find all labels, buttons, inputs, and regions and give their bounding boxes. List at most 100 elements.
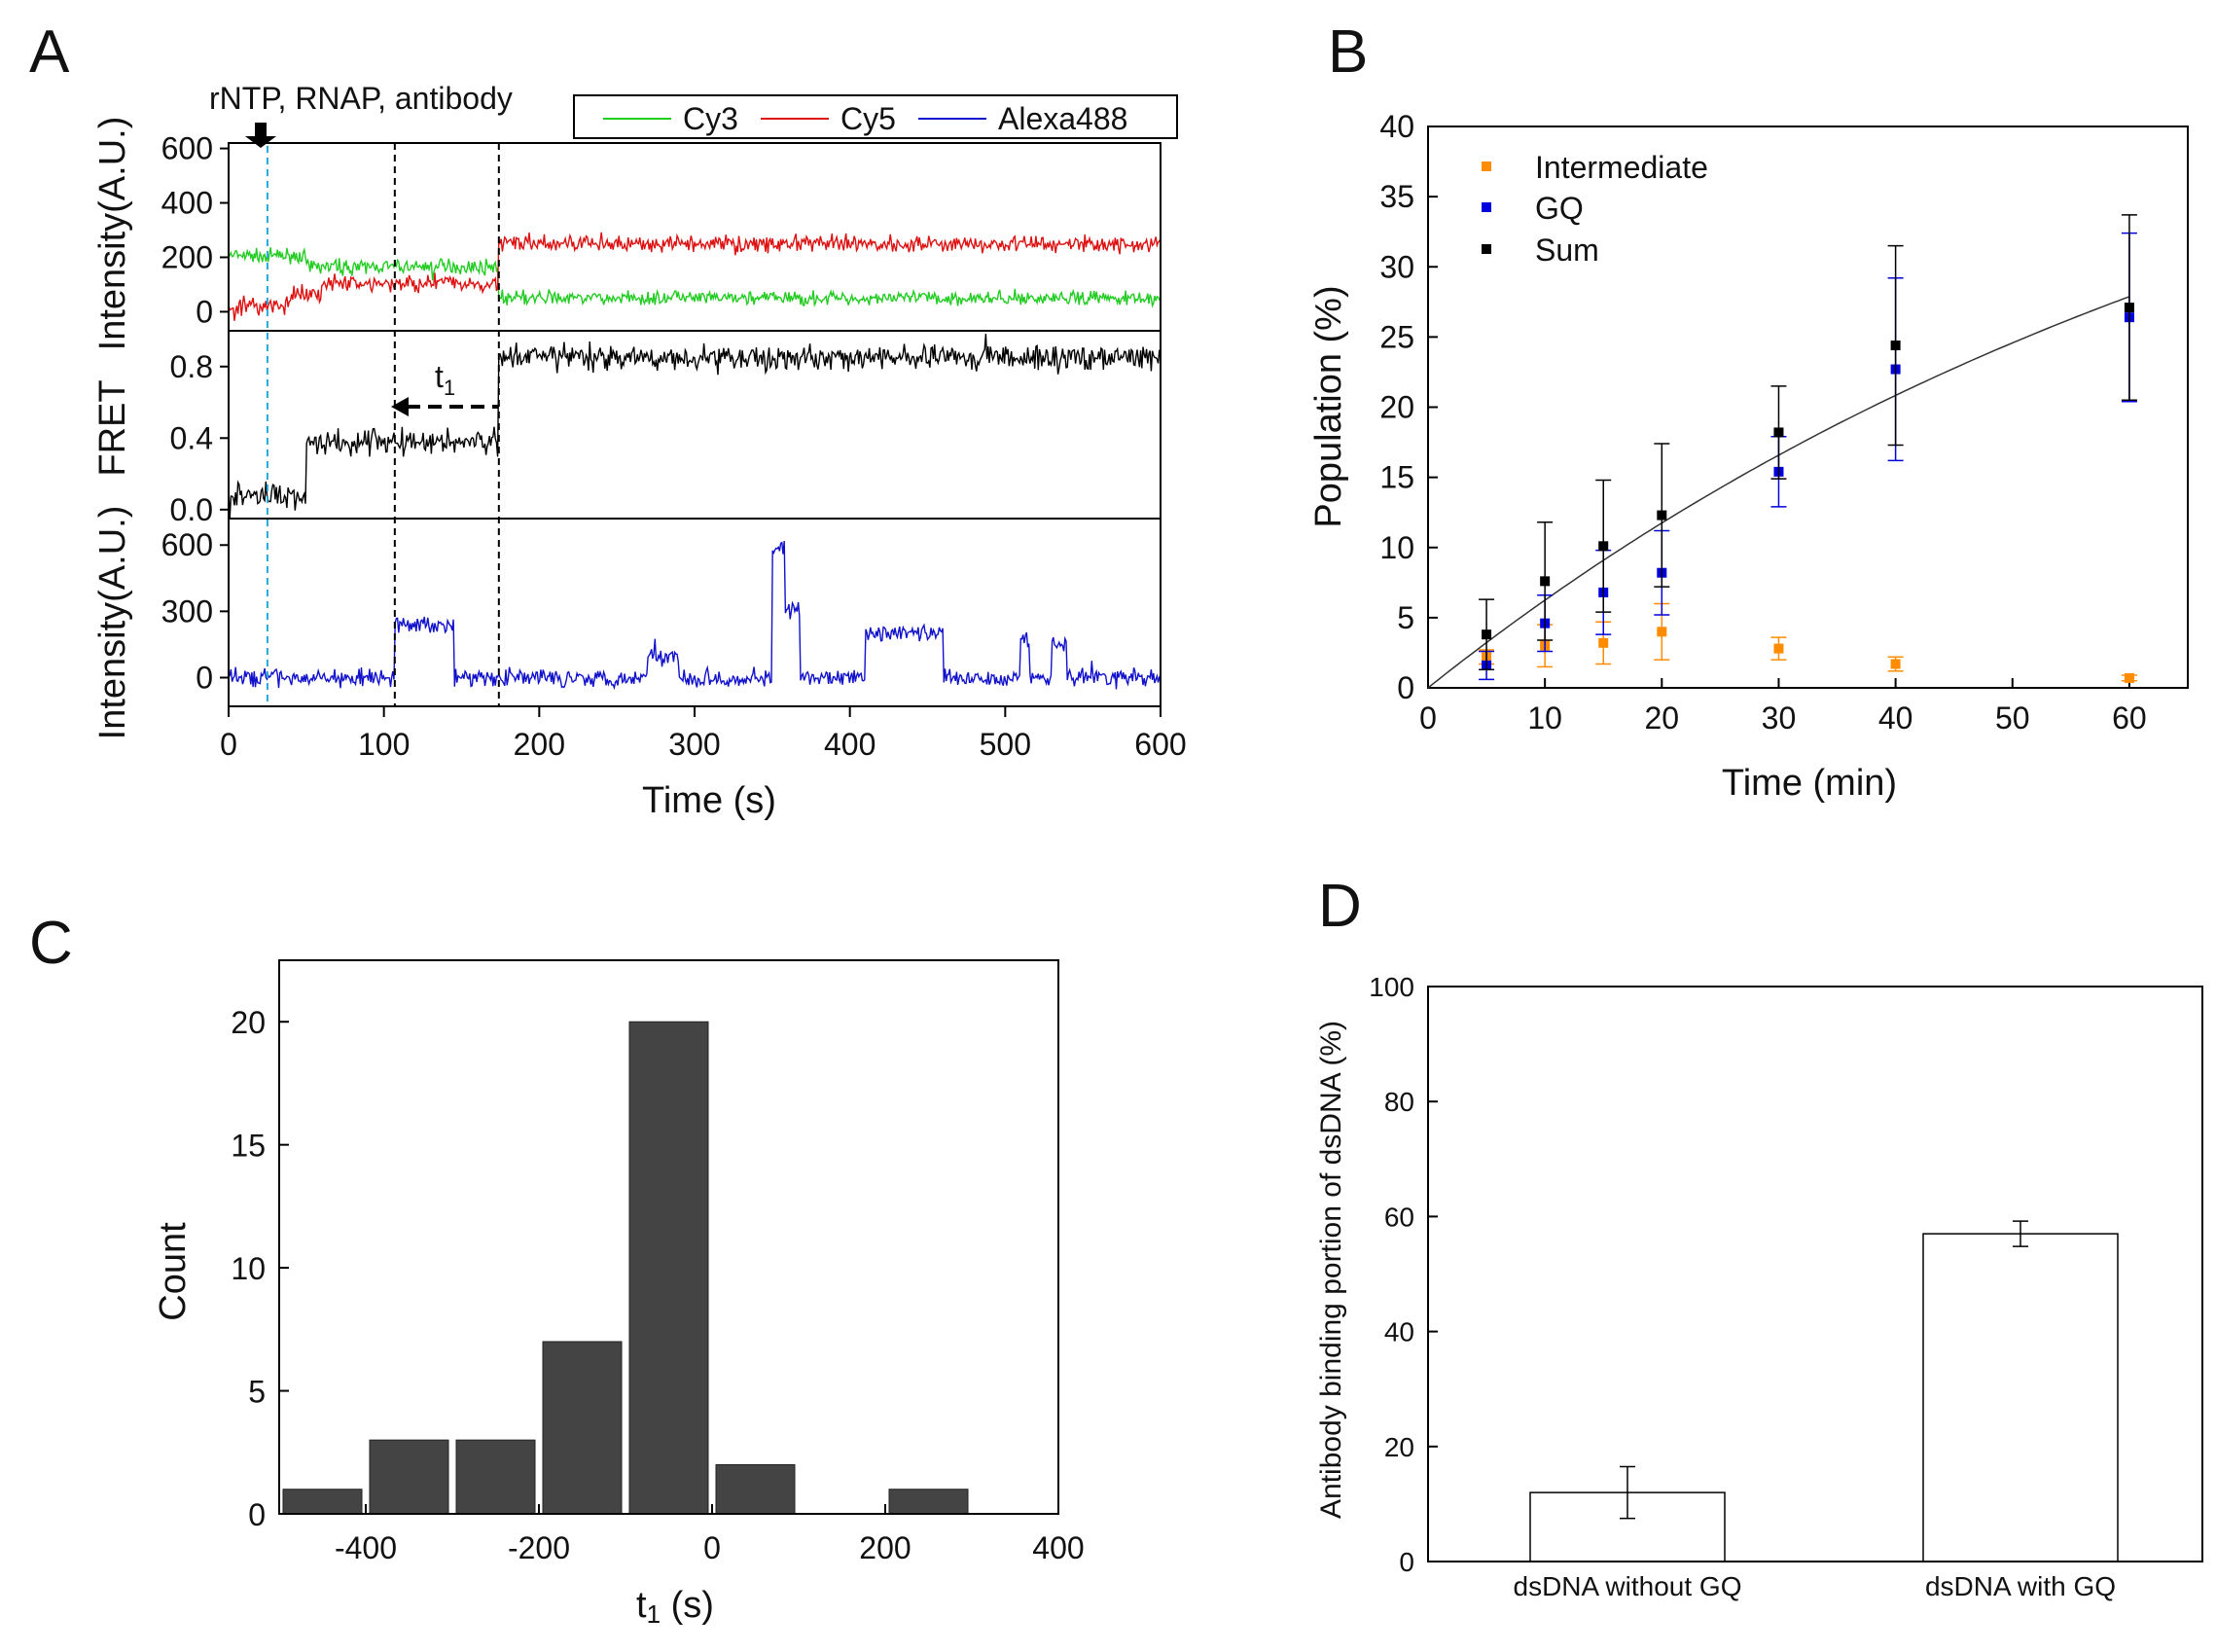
x-tick-label: 300	[668, 727, 720, 762]
panel-a-xlabel: Time (s)	[642, 780, 776, 821]
y-tick-label: 0.4	[170, 420, 213, 455]
interval-label-t: t1	[435, 359, 455, 400]
legend-alexa488: Alexa488	[998, 101, 1127, 136]
x-tick-label: 20	[1645, 700, 1680, 736]
panel-d-ylabel: Antibody binding portion of dsDNA (%)	[1315, 1021, 1347, 1519]
x-tick-label: -200	[508, 1530, 570, 1565]
panel-b-ylabel: Population (%)	[1308, 285, 1349, 527]
y-tick-label: 600	[161, 131, 213, 166]
legend-gq: GQ	[1535, 191, 1584, 226]
trace-cy5	[228, 232, 1162, 321]
x-tick-label: 0	[703, 1530, 721, 1565]
point-intermediate	[1657, 627, 1667, 637]
y-tick-label: 5	[248, 1375, 266, 1410]
point-intermediate	[2124, 672, 2134, 683]
legend-sum: Sum	[1535, 233, 1599, 268]
panel-letter-a: A	[29, 18, 70, 86]
y-tick-label: 15	[1379, 460, 1414, 495]
y-tick-label: 200	[161, 239, 213, 274]
x-tick-label: 60	[2112, 700, 2147, 736]
histogram-bar	[628, 1021, 709, 1515]
y-tick-label: 100	[1369, 972, 1414, 1002]
y-tick-label: 25	[1379, 319, 1414, 354]
y-tick-label: 40	[1379, 109, 1414, 144]
x-tick-label: 0	[1419, 700, 1437, 736]
interval-t1-arrow: t1	[391, 359, 498, 416]
y-tick-label: 300	[161, 593, 213, 628]
legend-cy3: Cy3	[683, 101, 738, 136]
trace-alexa488	[228, 540, 1162, 691]
y-tick-label: 30	[1379, 249, 1414, 284]
legend-cy5: Cy5	[840, 101, 896, 136]
panel-c-xlabel: t1 (s)	[636, 1585, 714, 1629]
y-tick-label: 0	[248, 1497, 266, 1532]
x-tick-label: 400	[824, 727, 876, 762]
trace-cy3	[228, 246, 1162, 308]
point-sum	[2124, 303, 2134, 313]
panel-a-ylabel-bottom: Intensity(A.U.)	[92, 506, 133, 740]
x-tick-label: 200	[514, 727, 565, 762]
panel-a-ylabel-fret: FRET	[92, 379, 133, 476]
panel-c-frame	[278, 959, 1059, 1515]
injection-arrow-icon	[245, 123, 276, 148]
panel-c-chart: -400 -200 0 200 400 0 5 10 15 20 Count t1 (s)	[153, 959, 1085, 1629]
y-tick-label: 600	[161, 527, 213, 562]
legend-marker-gq	[1482, 202, 1491, 212]
histogram-bar	[282, 1489, 363, 1515]
y-tick-label: 80	[1384, 1087, 1414, 1117]
legend-marker-sum	[1482, 244, 1491, 254]
point-sum	[1540, 576, 1551, 587]
panel-b-chart: 0 10 20 30 40 50 60 0 5 10 15 20 25 30 35 40 Intermedia…	[1308, 109, 2189, 804]
panel-letter-b: B	[1328, 18, 1368, 86]
panel-letter-d: D	[1318, 873, 1362, 940]
panel-d-frame	[1427, 986, 2203, 1562]
y-tick-label: 10	[231, 1251, 266, 1286]
x-tick-label: 0	[220, 727, 237, 762]
y-tick-label: 10	[1379, 530, 1414, 565]
y-tick-label: 20	[1384, 1432, 1414, 1462]
point-sum	[1657, 510, 1667, 521]
x-tick-label: 10	[1527, 700, 1562, 736]
legend-intermediate: Intermediate	[1535, 150, 1708, 185]
panel-a-annotation: rNTP, RNAP, antibody	[209, 81, 513, 116]
y-tick-label: 40	[1384, 1317, 1414, 1347]
x-tick-label: 400	[1032, 1530, 1084, 1565]
x-tick-label: 500	[980, 727, 1031, 762]
panel-c-ylabel: Count	[153, 1222, 194, 1321]
y-tick-label: 35	[1379, 179, 1414, 214]
category-label: dsDNA with GQ	[1925, 1571, 2116, 1601]
point-sum	[1890, 341, 1901, 351]
histogram-bar	[369, 1439, 449, 1515]
x-tick-label: 40	[1878, 700, 1913, 736]
trace-fret	[228, 334, 1162, 520]
y-tick-label: 15	[231, 1129, 266, 1164]
category-label: dsDNA without GQ	[1514, 1571, 1742, 1601]
point-sum	[1773, 427, 1784, 438]
y-tick-label: 20	[231, 1005, 266, 1040]
bar	[1922, 1233, 2119, 1562]
panel-b-legend: Intermediate GQ Sum	[1482, 150, 1708, 268]
y-tick-label: 20	[1379, 390, 1414, 425]
panel-a-legend: Cy3 Cy5 Alexa488	[573, 94, 1178, 139]
panel-a-ylabel-top: Intensity(A.U.)	[92, 117, 133, 351]
histogram-bar	[888, 1489, 969, 1515]
histogram-bar	[715, 1463, 796, 1515]
x-tick-label: 600	[1134, 727, 1186, 762]
y-tick-label: 5	[1397, 600, 1414, 635]
y-tick-label: 400	[161, 186, 213, 221]
x-tick-label: 50	[1995, 700, 2030, 736]
y-tick-label: 0	[1399, 1547, 1414, 1577]
x-tick-label: 30	[1762, 700, 1797, 736]
y-tick-label: 0.0	[170, 492, 213, 527]
x-tick-label: 200	[859, 1530, 911, 1565]
point-intermediate	[1773, 643, 1784, 654]
y-tick-label: 0	[1397, 670, 1414, 705]
y-tick-label: 0	[196, 294, 213, 329]
x-tick-label: 100	[358, 727, 410, 762]
y-tick-label: 0.8	[170, 349, 213, 384]
y-tick-label: 60	[1384, 1202, 1414, 1232]
histogram-bar	[542, 1341, 623, 1515]
histogram-bar	[455, 1439, 536, 1515]
